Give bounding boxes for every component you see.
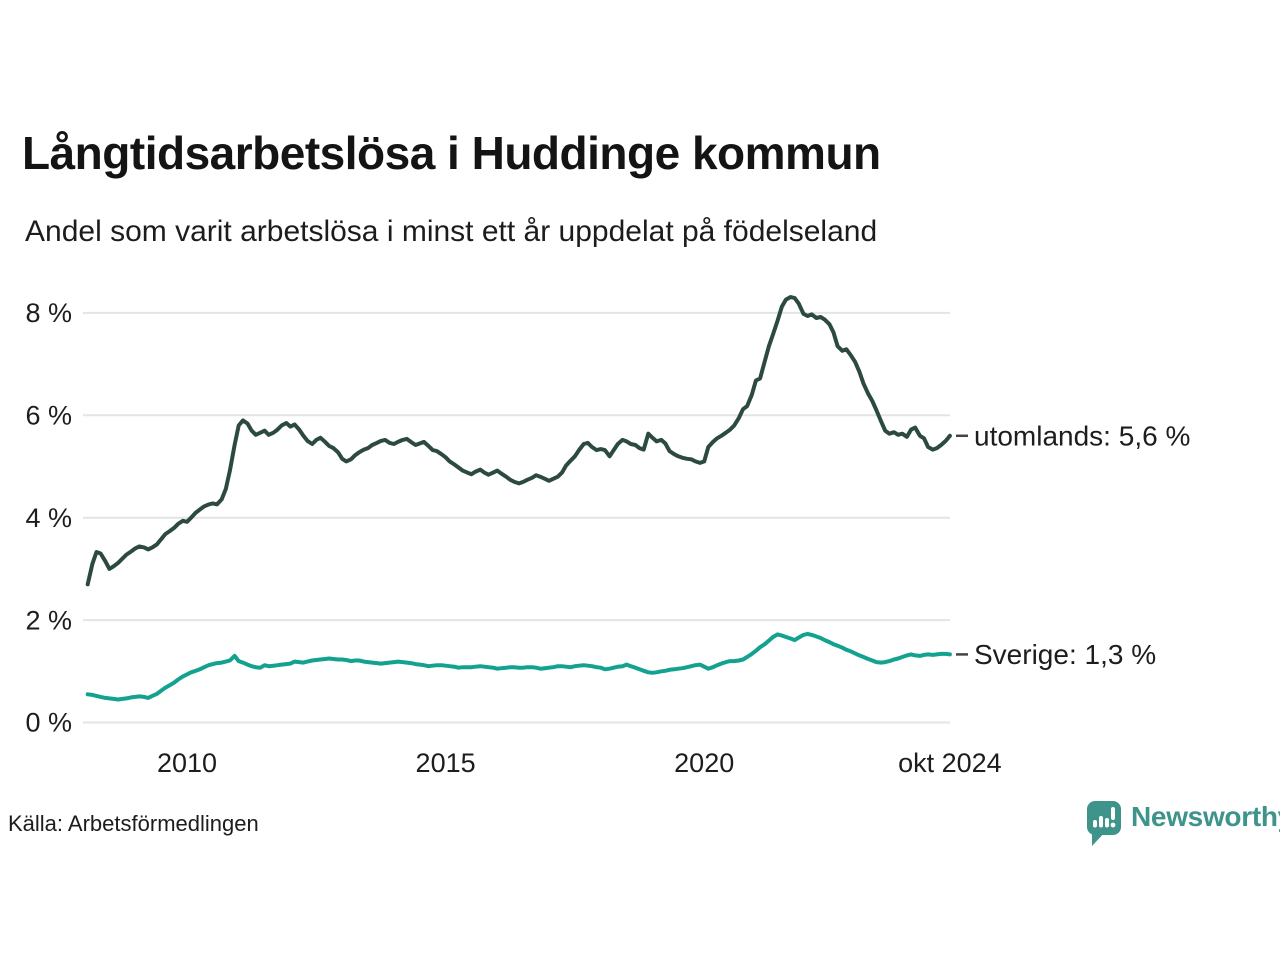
logo-bar-3 xyxy=(1105,818,1109,828)
newsworthy-logo: Newsworthy xyxy=(1086,800,1280,848)
newsworthy-wordmark: Newsworthy xyxy=(1131,801,1280,832)
logo-bubble-tail xyxy=(1092,830,1107,846)
logo-bubble xyxy=(1087,801,1121,835)
x-tick-label: 2015 xyxy=(416,748,476,778)
y-tick-label: 8 % xyxy=(25,298,72,328)
page-title: Långtidsarbetslösa i Huddinge kommun xyxy=(22,127,881,179)
logo-exclamation-bar xyxy=(1111,807,1115,820)
series-line-utomlands xyxy=(85,295,952,587)
source-note: Källa: Arbetsförmedlingen xyxy=(8,811,259,836)
chart-subtitle: Andel som varit arbetslösa i minst ett å… xyxy=(25,215,878,248)
series-end-label-sverige: Sverige: 1,3 % xyxy=(974,639,1156,670)
newsworthy-icon xyxy=(1087,801,1121,846)
series-line-sverige xyxy=(85,631,952,702)
x-tick-label: 2010 xyxy=(157,748,217,778)
series-end-label-utomlands: utomlands: 5,6 % xyxy=(974,420,1190,451)
logo-bar-2 xyxy=(1099,816,1103,828)
y-tick-label: 0 % xyxy=(25,708,72,738)
logo-bar-1 xyxy=(1093,820,1097,828)
y-tick-label: 6 % xyxy=(25,400,72,430)
y-tick-label: 4 % xyxy=(25,503,72,533)
x-tick-label: 2020 xyxy=(674,748,734,778)
x-tick-label: okt 2024 xyxy=(898,748,1002,778)
y-tick-label: 2 % xyxy=(25,605,72,635)
logo-exclamation-dot xyxy=(1110,822,1116,828)
